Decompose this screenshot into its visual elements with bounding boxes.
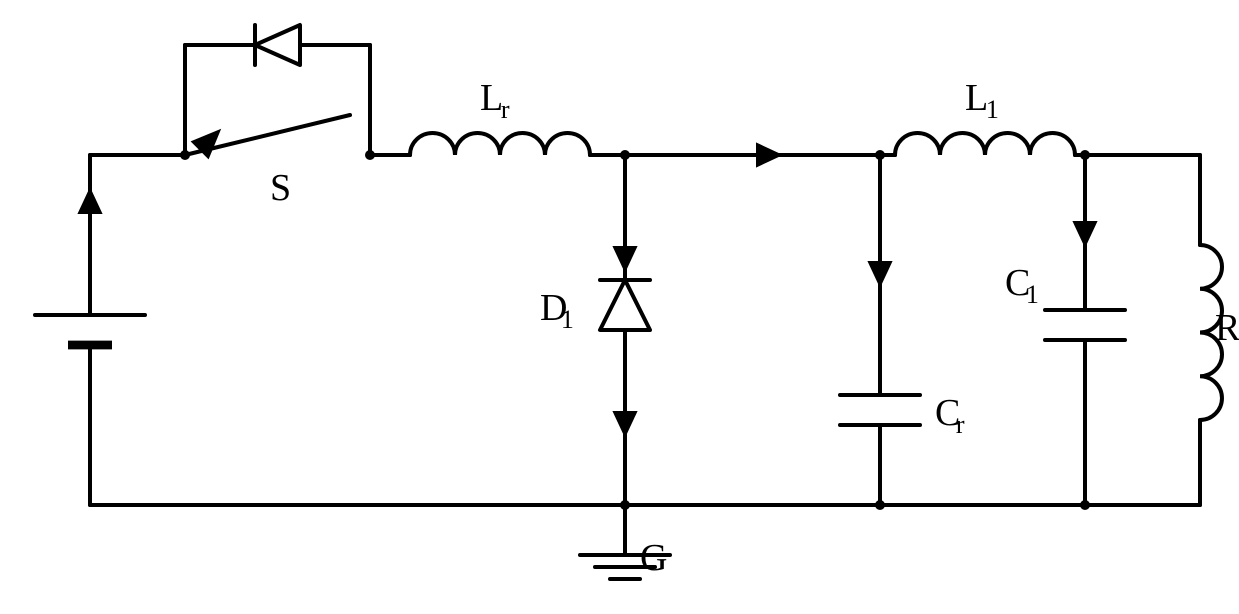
svg-text:G: G	[640, 537, 667, 579]
svg-text:1: 1	[1026, 280, 1039, 309]
svg-text:1: 1	[986, 95, 999, 124]
svg-text:R: R	[1215, 307, 1239, 349]
svg-text:1: 1	[561, 305, 574, 334]
svg-text:r: r	[501, 95, 510, 124]
svg-text:L: L	[480, 77, 503, 119]
svg-text:L: L	[965, 77, 988, 119]
svg-text:r: r	[956, 410, 965, 439]
svg-text:S: S	[270, 167, 291, 209]
